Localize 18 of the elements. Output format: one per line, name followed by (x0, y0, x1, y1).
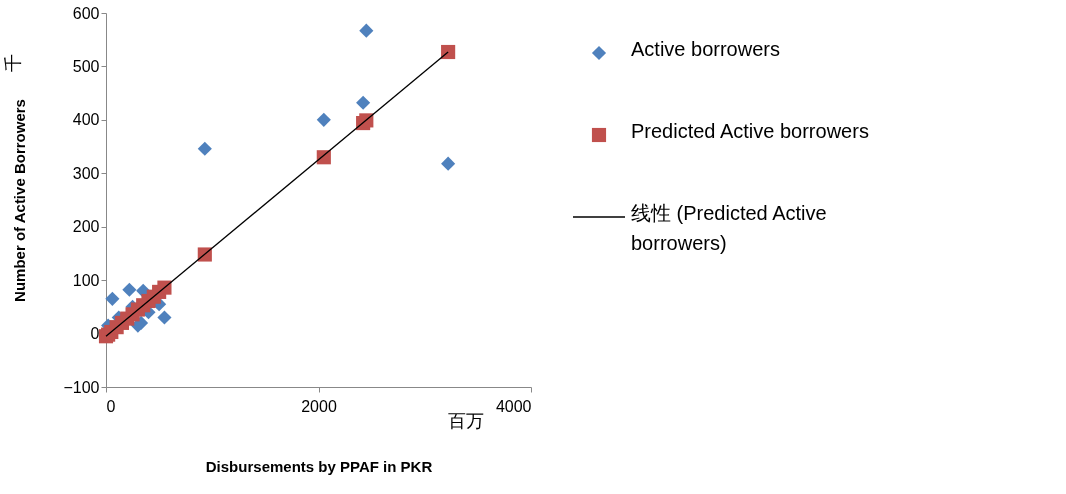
text: 千 (3, 54, 23, 72)
y-tick-label: 500 (72, 57, 100, 75)
y-tick-label: 400 (72, 111, 100, 129)
y-tick-label: −100 (63, 378, 100, 396)
y-tick-label: 300 (72, 164, 100, 182)
legend-label: Predicted Active borrowers (631, 120, 869, 142)
y-tick-label: 100 (72, 271, 100, 289)
x-tick-label: 4000 (495, 397, 532, 415)
y-tick-label: 600 (72, 4, 100, 22)
y-axis-title: Number of Active Borrowers (11, 99, 29, 302)
text: 百万 (448, 411, 484, 431)
legend-label: Active borrowers (631, 38, 780, 60)
y-tick-label: 200 (72, 218, 100, 236)
x-axis-title: Disbursements by PPAF in PKR (205, 457, 433, 475)
legend-label: 线性 (Predicted Active borrowers) (631, 202, 827, 254)
y-tick-label: 0 (90, 325, 100, 343)
x-tick-label: 0 (106, 397, 116, 415)
x-tick-label: 2000 (301, 397, 337, 415)
